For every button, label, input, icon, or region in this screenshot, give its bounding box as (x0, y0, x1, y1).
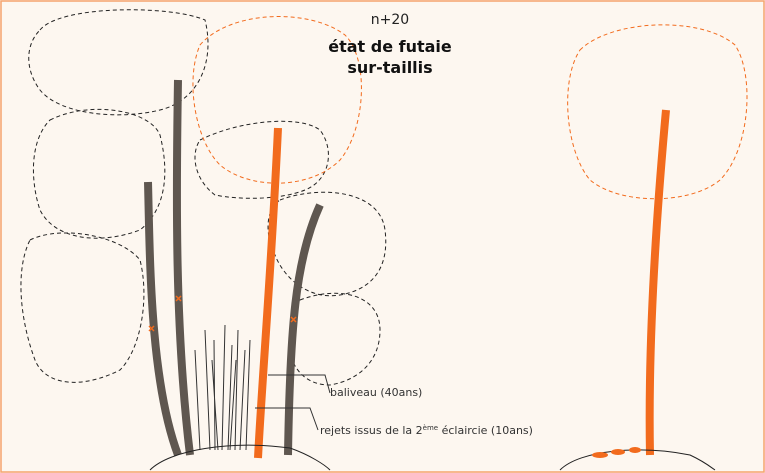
title: sur-taillis (347, 58, 432, 77)
page: n+20 état de futaie sur-taillis baliveau… (0, 0, 765, 473)
diagram: n+20 état de futaie sur-taillis baliveau… (0, 0, 765, 473)
label-part: éclaircie (10ans) (438, 424, 533, 437)
label: baliveau (40ans) (330, 386, 422, 399)
title: état de futaie (328, 37, 452, 56)
label-sup: ème (423, 424, 438, 432)
label-part: rejets issus de la 2 (320, 424, 423, 437)
step-label: n+20 (371, 12, 409, 28)
